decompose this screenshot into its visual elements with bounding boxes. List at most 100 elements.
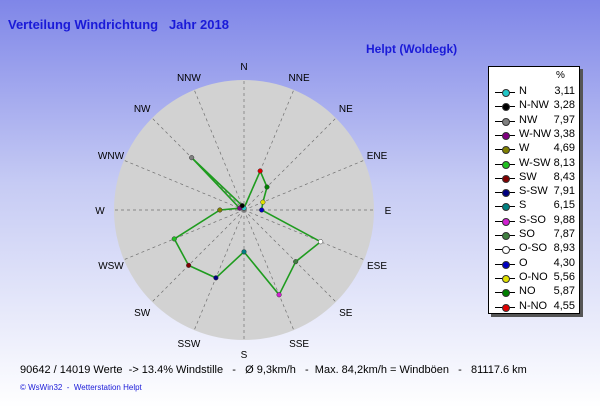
grid-spoke	[193, 209, 245, 331]
direction-label: WNW	[98, 151, 125, 162]
legend-value: 8,93	[553, 242, 575, 255]
legend-item: O-SO 8,93	[493, 242, 577, 256]
data-point	[264, 184, 270, 190]
grid-spoke	[151, 117, 245, 211]
legend-marker	[502, 89, 510, 97]
legend-marker	[502, 103, 510, 112]
legend-item: N 3,11	[493, 85, 577, 99]
legend-value: 4,55	[553, 299, 575, 312]
legend-value: 7,97	[553, 113, 575, 126]
data-point	[257, 168, 263, 174]
legend-marker	[502, 203, 510, 212]
legend-value: 7,87	[553, 228, 575, 240]
legend-marker	[502, 289, 510, 298]
direction-label: ENE	[367, 151, 388, 162]
wind-rose-grid	[114, 80, 374, 340]
legend-item: W 4,69	[493, 142, 577, 156]
legend-item: W-SW 8,13	[493, 157, 577, 171]
legend-marker	[502, 217, 510, 226]
legend-label: O-NO	[519, 270, 548, 283]
legend-item: S-SO 9,88	[493, 214, 577, 228]
legend-value: 5,56	[553, 270, 575, 283]
direction-label: SSE	[289, 339, 309, 350]
data-point	[241, 249, 247, 255]
legend-value: 8,43	[553, 170, 575, 183]
legend-marker	[502, 146, 510, 155]
data-point	[213, 275, 219, 281]
data-point	[259, 207, 265, 213]
legend-value: 4,69	[553, 142, 575, 155]
direction-label: W	[95, 206, 105, 217]
legend-label: N	[519, 85, 527, 97]
direction-label: NNW	[177, 73, 201, 84]
legend-value: 5,87	[553, 285, 575, 298]
legend-label: NW	[519, 113, 538, 126]
legend-value: 8,13	[553, 156, 575, 169]
grid-spoke	[243, 209, 365, 261]
legend-label: N-NO	[519, 299, 548, 312]
legend-label: SO	[519, 228, 535, 240]
data-point	[293, 259, 299, 265]
direction-label: SW	[134, 308, 151, 319]
legend-value: 7,91	[553, 185, 575, 198]
legend-label: NO	[519, 285, 536, 298]
data-point	[239, 203, 245, 209]
grid-spoke	[243, 117, 337, 211]
legend-item: O-NO 5,56	[493, 271, 577, 285]
direction-label: NNE	[289, 73, 310, 84]
legend-label: W-SW	[519, 156, 551, 169]
legend-marker	[502, 189, 510, 198]
legend-label: S-SW	[519, 185, 548, 198]
direction-label: ESE	[367, 261, 387, 272]
legend-label: N-NW	[519, 99, 549, 112]
legend-label: W-NW	[519, 127, 552, 140]
legend-item: W-NW 3,38	[493, 128, 577, 142]
legend-marker	[502, 117, 510, 126]
station-name: Helpt (Woldegk)	[366, 42, 458, 56]
legend-label: SW	[519, 170, 537, 183]
data-point	[260, 199, 266, 205]
data-point	[318, 239, 324, 245]
wind-series	[171, 155, 324, 298]
legend-item: O 4,30	[493, 257, 577, 271]
direction-label: NW	[134, 104, 151, 115]
grid-spoke	[151, 209, 245, 303]
legend-label: S-SO	[519, 213, 546, 226]
direction-label: NE	[339, 104, 353, 115]
statistics-line: 90642 / 14019 Werte -> 13.4% Windstille …	[20, 364, 527, 376]
footer-credit: © WsWin32 - Wetterstation Helpt	[20, 383, 142, 392]
grid-spoke	[243, 209, 295, 331]
legend-item: N-NW 3,28	[493, 99, 577, 113]
grid-spoke	[193, 89, 245, 211]
data-point	[189, 155, 195, 161]
legend-value: 3,38	[553, 127, 575, 140]
data-point	[217, 207, 223, 213]
direction-labels: N NNE NE ENE E ESE SE SSE S SSW SW WSW W WNW NW NNW	[95, 62, 391, 361]
legend-item: SW 8,43	[493, 171, 577, 185]
legend-label: W	[519, 142, 530, 155]
legend-item: NW 7,97	[493, 114, 577, 128]
legend-marker	[502, 131, 510, 140]
direction-label: SE	[339, 308, 353, 319]
grid-spoke	[243, 209, 337, 303]
legend-item: N-NO 4,55	[493, 300, 577, 314]
direction-label: E	[385, 206, 392, 217]
direction-label: WSW	[98, 261, 124, 272]
legend-marker	[502, 232, 510, 240]
direction-label: SSW	[178, 339, 201, 350]
data-point	[276, 292, 282, 298]
legend-marker	[502, 303, 510, 312]
legend-label: S	[519, 199, 527, 212]
legend-marker	[502, 246, 510, 255]
legend-item: SO 7,87	[493, 228, 577, 242]
legend-unit: %	[556, 70, 565, 81]
direction-label: N	[240, 62, 247, 73]
direction-label: S	[241, 350, 248, 361]
legend-value: 3,28	[553, 99, 575, 112]
data-point	[171, 236, 177, 242]
legend-marker	[502, 174, 510, 183]
legend: % N 3,11 N-NW 3,28 NW 7,97 W-NW 3,38 W 4,69 W-SW 8,…	[488, 66, 580, 314]
legend-value: 3,11	[554, 85, 575, 97]
legend-marker	[502, 160, 510, 169]
